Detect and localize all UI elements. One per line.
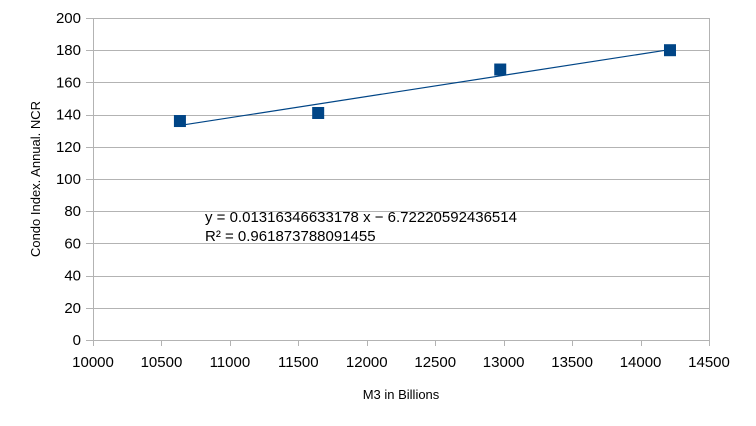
data-point [173, 115, 186, 128]
x-tick-label: 13500 [551, 354, 593, 371]
y-tick-label: 0 [73, 332, 81, 349]
y-tick-label: 100 [56, 171, 81, 188]
y-tick-label: 180 [56, 42, 81, 59]
x-tick-labels: 10000 10500 11000 11500 12000 12500 13000 13500… [72, 354, 730, 371]
x-tick-label: 14000 [620, 354, 662, 371]
y-tick-label: 200 [56, 10, 81, 27]
x-tick-label: 12500 [414, 354, 456, 371]
y-tick-label: 20 [64, 300, 81, 317]
x-axis-title: M3 in Billions [363, 387, 440, 402]
data-points [173, 44, 676, 128]
y-tick-label: 80 [64, 203, 81, 220]
gridlines [86, 18, 709, 341]
x-tick-label: 12000 [346, 354, 388, 371]
y-tick-label: 120 [56, 139, 81, 156]
x-tick-label: 14500 [688, 354, 730, 371]
axes [93, 18, 710, 346]
trendline-equation: y = 0.01316346633178 x − 6.7222059243651… [205, 209, 517, 226]
data-point [663, 44, 676, 57]
y-tick-label: 40 [64, 268, 81, 285]
x-tick-label: 11000 [210, 354, 251, 371]
y-tick-labels: 0 20 40 60 80 100 120 140 160 180 200 [56, 10, 81, 349]
linear-trendline [179, 48, 671, 127]
trendline-r-squared: R² = 0.961873788091455 [205, 228, 376, 245]
x-tick-label: 10000 [72, 354, 114, 371]
y-tick-label: 140 [56, 107, 81, 124]
trendline-group [179, 48, 671, 127]
y-axis-title: Condo Index. Annual. NCR [28, 101, 43, 257]
data-point [494, 63, 507, 76]
x-tick-label: 10500 [141, 354, 183, 371]
x-tick-label: 11500 [278, 354, 319, 371]
x-tick-label: 13000 [483, 354, 525, 371]
y-tick-label: 60 [64, 235, 81, 252]
y-tick-label: 160 [56, 74, 81, 91]
data-point [312, 106, 325, 119]
